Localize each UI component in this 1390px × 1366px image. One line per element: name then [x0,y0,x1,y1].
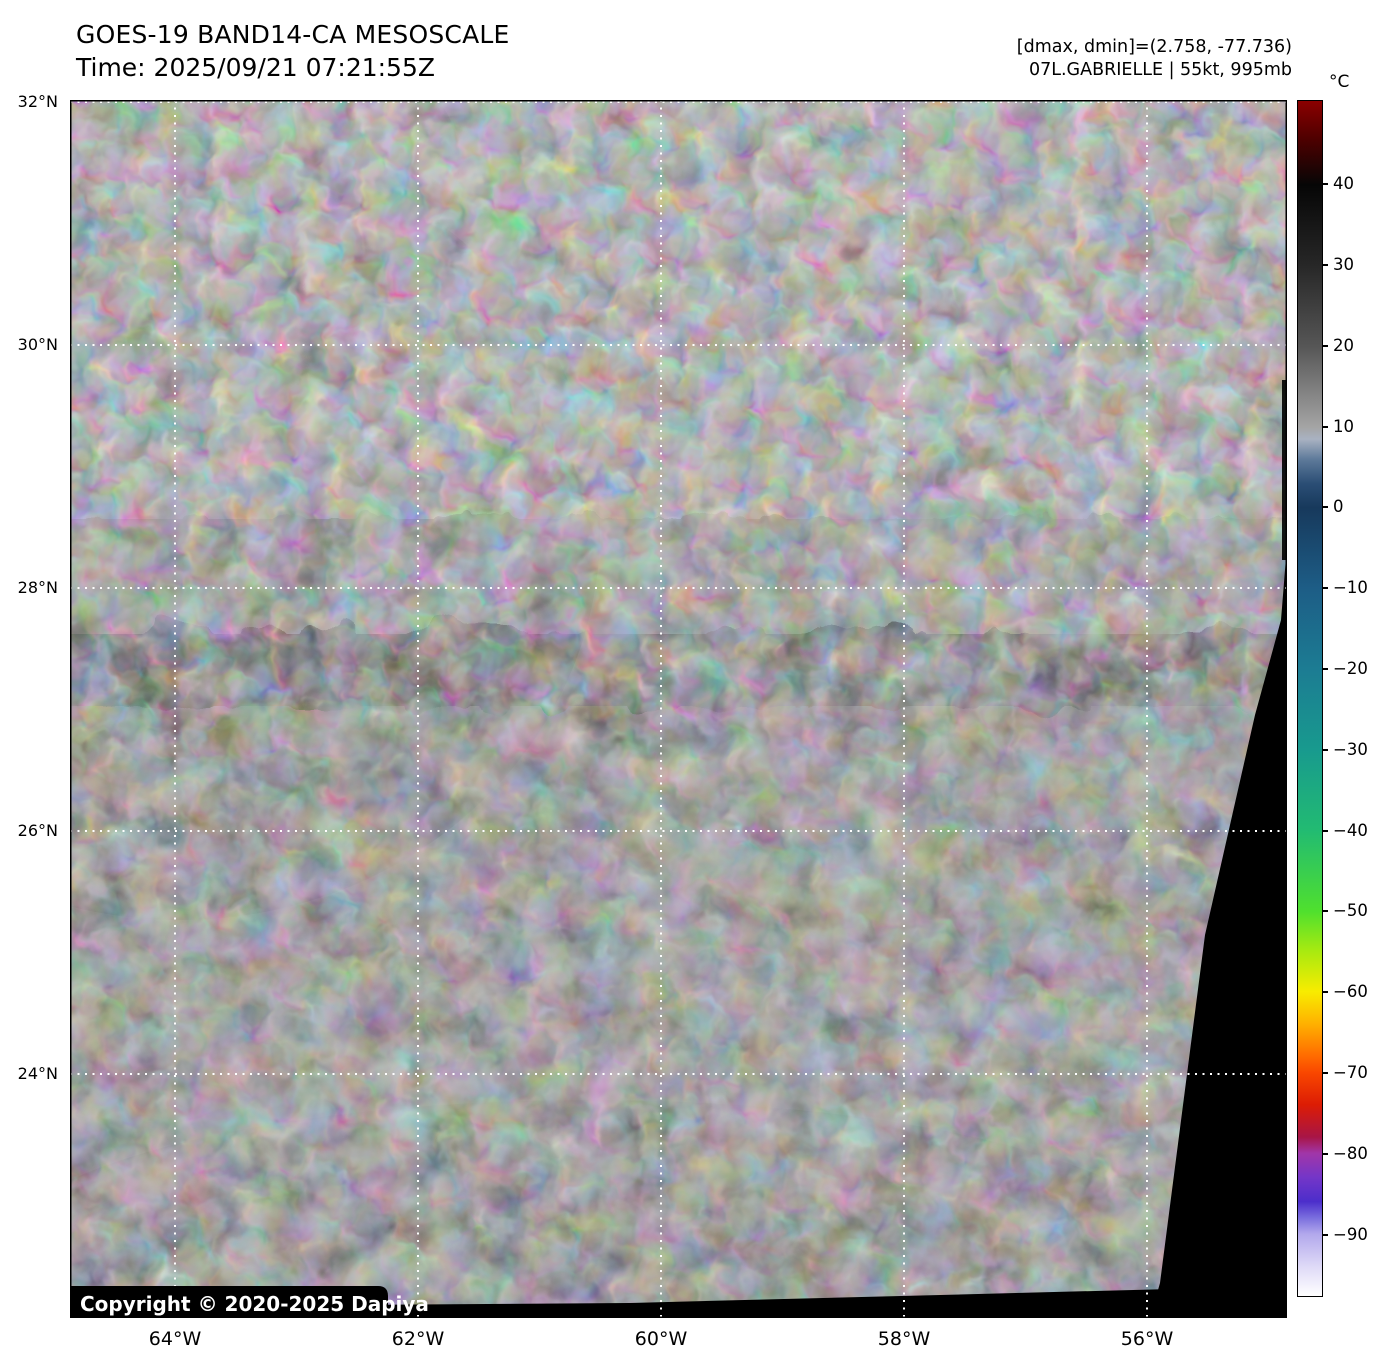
storm-intensity-label: 07L.GABRIELLE | 55kt, 995mb [1028,60,1292,80]
cumulus-patches [90,820,1220,1275]
colorbar-tick [1323,1233,1328,1236]
lon-tick-label: 58°W [877,1328,931,1350]
storm-annotation: [dmax, dmin]=(2.758, -77.736) 07L.GABRIE… [1017,36,1292,82]
colorbar-tick [1323,991,1328,994]
colorbar-tick [1323,829,1328,832]
colorbar-tick-label: −30 [1333,739,1368,759]
copyright-text: Copyright © 2020-2025 Dapiya [80,1292,429,1316]
colorbar-tick [1323,263,1328,266]
colorbar-tick-label: 30 [1333,254,1354,274]
map-frame [70,100,1287,1318]
colorbar-tick-label: −70 [1333,1063,1368,1083]
colorbar-tick [1323,667,1328,670]
colorbar-tick [1323,748,1328,751]
colorbar-tick [1323,1072,1328,1075]
lon-tick-label: 56°W [1120,1328,1174,1350]
colorbar-tick-label: −80 [1333,1143,1368,1163]
graticule [70,100,1287,1318]
lat-tick-label: 26°N [17,821,58,840]
colorbar-tick [1323,1152,1328,1155]
colorbar-tick [1323,587,1328,590]
colorbar-tick-label: −90 [1333,1224,1368,1244]
colorbar-tick-label: 10 [1333,416,1354,436]
colorbar-tick [1323,344,1328,347]
lat-tick-label: 28°N [17,578,58,597]
colorbar-tick-label: 0 [1333,497,1344,517]
colorbar [1297,100,1323,1297]
dmax-dmin-label: [dmax, dmin]=(2.758, -77.736) [1016,37,1292,57]
timestamp-label: Time: 2025/09/21 07:21:55Z [76,53,435,82]
colorbar-tick [1323,425,1328,428]
colorbar-tick-label: −20 [1333,658,1368,678]
colorbar-tick-label: −10 [1333,578,1368,598]
lat-tick-label: 24°N [17,1064,58,1083]
colorbar-tick [1323,910,1328,913]
colorbar-tick-label: 40 [1333,174,1354,194]
lon-tick-label: 62°W [391,1328,445,1350]
colorbar-tick [1323,506,1328,509]
lat-tick-label: 32°N [17,92,58,111]
colorbar-tick-label: −40 [1333,820,1368,840]
lon-tick-label: 60°W [634,1328,688,1350]
copyright-badge: Copyright © 2020-2025 Dapiya [70,1286,429,1318]
lon-tick-label: 64°W [148,1328,202,1350]
colorbar-unit-label: °C [1329,72,1350,92]
page-title: GOES-19 BAND14-CA MESOSCALE [76,20,510,49]
colorbar-tick-label: 20 [1333,335,1354,355]
lat-tick-label: 30°N [17,335,58,354]
colorbar-tick [1323,183,1328,186]
colorbar-tick-label: −50 [1333,901,1368,921]
colorbar-tick-label: −60 [1333,982,1368,1002]
